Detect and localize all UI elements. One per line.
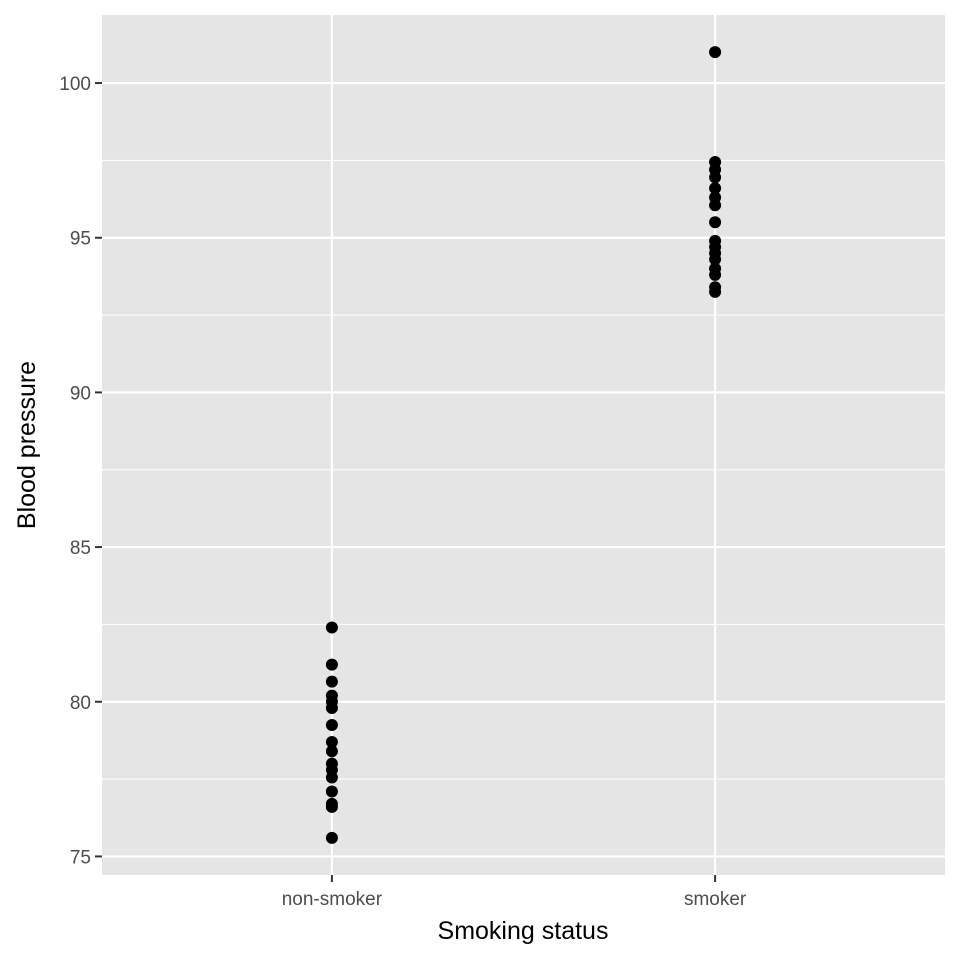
data-point [325, 745, 338, 758]
data-point [325, 675, 338, 688]
data-point [325, 785, 338, 798]
data-point [709, 171, 722, 184]
data-point [325, 771, 338, 784]
y-axis: 75 80 85 90 95 100 [59, 74, 102, 868]
x-axis: non-smoker smoker [282, 875, 747, 910]
y-tick-label: 95 [70, 229, 91, 250]
data-point [325, 701, 338, 714]
y-tick-label: 100 [59, 74, 91, 95]
data-points [325, 46, 722, 844]
data-point [325, 735, 338, 748]
y-tick-label: 85 [70, 538, 91, 559]
data-point [325, 718, 338, 731]
data-point [709, 199, 722, 212]
data-point [325, 800, 338, 813]
x-tick-label: smoker [684, 889, 747, 910]
data-point [325, 831, 338, 844]
x-axis-title: Smoking status [438, 917, 609, 945]
data-point [709, 182, 722, 195]
data-point [325, 658, 338, 671]
y-tick-label: 90 [70, 383, 91, 404]
y-tick-label: 80 [70, 693, 91, 714]
data-point [709, 46, 722, 59]
plot-panel [102, 15, 945, 875]
minor-gridlines [102, 159, 945, 780]
y-tick-label: 75 [70, 847, 91, 868]
y-axis-title: Blood pressure [13, 361, 41, 529]
data-point [325, 621, 338, 634]
data-point [709, 253, 722, 266]
data-point [709, 285, 722, 298]
x-tick-label: non-smoker [282, 889, 383, 910]
data-point [709, 216, 722, 229]
data-point [709, 268, 722, 281]
major-gridlines [102, 15, 945, 875]
